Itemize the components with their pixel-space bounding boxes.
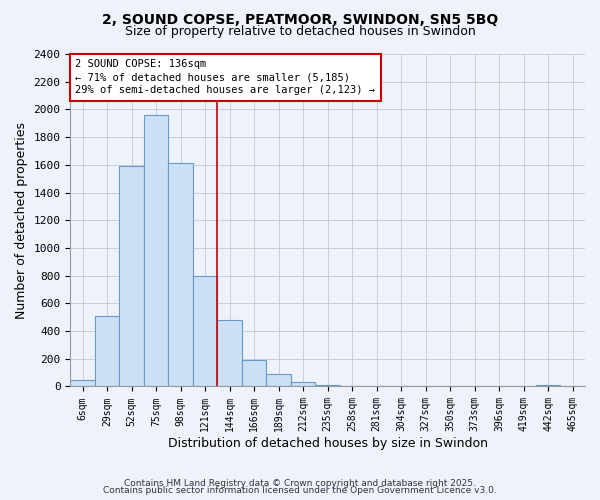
Bar (242, 360, 266, 386)
Bar (291, 382, 316, 386)
Bar (95, 316, 119, 386)
Bar (193, 276, 217, 386)
Text: Size of property relative to detached houses in Swindon: Size of property relative to detached ho… (125, 25, 475, 38)
Bar (70, 380, 95, 386)
Bar (536, 385, 560, 386)
Bar (266, 374, 291, 386)
Text: Contains public sector information licensed under the Open Government Licence v3: Contains public sector information licen… (103, 486, 497, 495)
Text: 2, SOUND COPSE, PEATMOOR, SWINDON, SN5 5BQ: 2, SOUND COPSE, PEATMOOR, SWINDON, SN5 5… (102, 12, 498, 26)
Bar (217, 320, 242, 386)
Bar (169, 164, 193, 386)
Y-axis label: Number of detached properties: Number of detached properties (15, 122, 28, 318)
Bar (144, 115, 169, 386)
Bar (119, 166, 144, 386)
Bar (316, 385, 340, 386)
X-axis label: Distribution of detached houses by size in Swindon: Distribution of detached houses by size … (167, 437, 488, 450)
Text: Contains HM Land Registry data © Crown copyright and database right 2025.: Contains HM Land Registry data © Crown c… (124, 478, 476, 488)
Text: 2 SOUND COPSE: 136sqm
← 71% of detached houses are smaller (5,185)
29% of semi-d: 2 SOUND COPSE: 136sqm ← 71% of detached … (76, 59, 376, 96)
